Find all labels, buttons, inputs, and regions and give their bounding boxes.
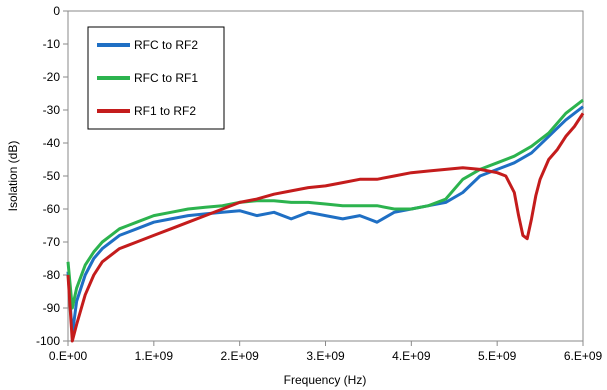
x-tick-label: 1.E+09 [135,349,174,363]
y-tick-label: -80 [43,268,61,282]
y-tick-label: 0 [53,4,60,18]
x-axis-ticks: 0.E+00 1.E+09 2.E+09 3.E+09 4.E+09 5.E+09 6.E+… [49,341,603,363]
series-lines [66,98,585,343]
x-axis-title: Frequency (Hz) [284,373,367,387]
x-tick-label: 6.E+09 [564,349,603,363]
y-axis-title: Isolation (dB) [6,141,20,212]
y-tick-label: -40 [43,136,61,150]
legend-label-rfc-to-rf1: RFC to RF1 [134,71,198,85]
y-tick-label: -70 [43,235,61,249]
x-tick-label: 5.E+09 [478,349,517,363]
y-tick-label: -20 [43,70,61,84]
y-tick-label: -60 [43,202,61,216]
x-tick-label: 2.E+09 [220,349,259,363]
y-axis-ticks: 0 -10 -20 -30 -40 -50 -60 -70 -80 -90 -100 [36,4,68,348]
legend: RFC to RF2 RFC to RF1 RF1 to RF2 [87,26,225,130]
y-tick-label: -50 [43,169,61,183]
x-tick-label: 4.E+09 [392,349,431,363]
series-line-rfc-to-rf2 [66,105,584,336]
series-line-rf1-to-rf2 [66,112,585,343]
legend-label-rf1-to-rf2: RF1 to RF2 [134,104,196,118]
series-line-rfc-to-rf1 [66,98,584,310]
y-tick-label: -30 [43,103,61,117]
y-tick-label: -10 [43,37,61,51]
y-tick-label: -100 [36,334,60,348]
x-tick-label: 3.E+09 [306,349,345,363]
x-tick-label: 0.E+00 [49,349,88,363]
y-tick-label: -90 [43,301,61,315]
legend-label-rfc-to-rf2: RFC to RF2 [134,38,198,52]
